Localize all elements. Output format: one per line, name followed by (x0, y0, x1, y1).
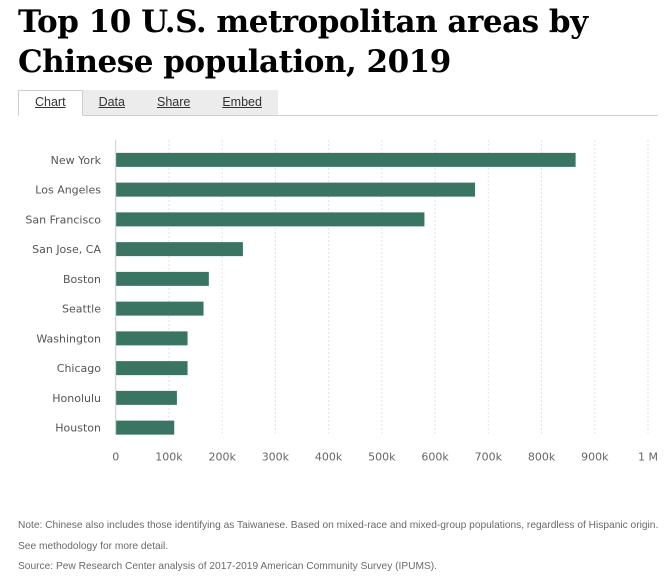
category-label: Houston (55, 422, 101, 435)
x-tick-label: 700k (475, 451, 503, 464)
bar (115, 390, 177, 405)
tab-bar: Chart Data Share Embed (18, 90, 278, 116)
category-label: Honolulu (52, 392, 101, 405)
source-text: Source: Pew Research Center analysis of … (18, 561, 437, 572)
category-label: Los Angeles (35, 184, 101, 197)
bar (115, 242, 243, 257)
note-text: Note: Chinese also includes those identi… (18, 520, 659, 552)
category-label: New York (51, 154, 102, 167)
category-label: Seattle (62, 303, 101, 316)
tab-share[interactable]: Share (140, 90, 207, 115)
x-tick-label: 600k (421, 451, 449, 464)
tab-data[interactable]: Data (82, 90, 141, 115)
bar (115, 301, 204, 316)
bar (115, 420, 175, 435)
bar (115, 152, 576, 167)
x-tick-label: 500k (368, 451, 396, 464)
category-label: San Jose, CA (32, 243, 101, 256)
chart-notes: Note: Chinese also includes those identi… (18, 516, 663, 578)
bar (115, 361, 188, 376)
category-label: Boston (63, 273, 101, 286)
chart-title: Top 10 U.S. metropolitan areas by Chines… (18, 4, 588, 80)
x-tick-label: 900k (581, 451, 609, 464)
x-tick-label: 400k (315, 451, 343, 464)
bar (115, 212, 425, 227)
bar (115, 182, 476, 197)
bar (115, 271, 209, 286)
tab-chart[interactable]: Chart (18, 90, 83, 116)
tab-embed[interactable]: Embed (206, 90, 278, 115)
tab-divider (18, 115, 658, 116)
category-label: Washington (36, 332, 101, 345)
bar-chart: New York Los Angeles San Francisco San Jose… (25, 140, 658, 464)
x-tick-label: 100k (155, 451, 183, 464)
x-tick-label: 0 (112, 451, 119, 464)
x-tick-label: 1 M (638, 451, 658, 464)
x-tick-label: 800k (528, 451, 556, 464)
category-label: San Francisco (25, 213, 101, 226)
x-tick-label: 300k (262, 451, 290, 464)
category-label: Chicago (57, 362, 101, 375)
bar (115, 331, 188, 346)
x-tick-label: 200k (208, 451, 236, 464)
